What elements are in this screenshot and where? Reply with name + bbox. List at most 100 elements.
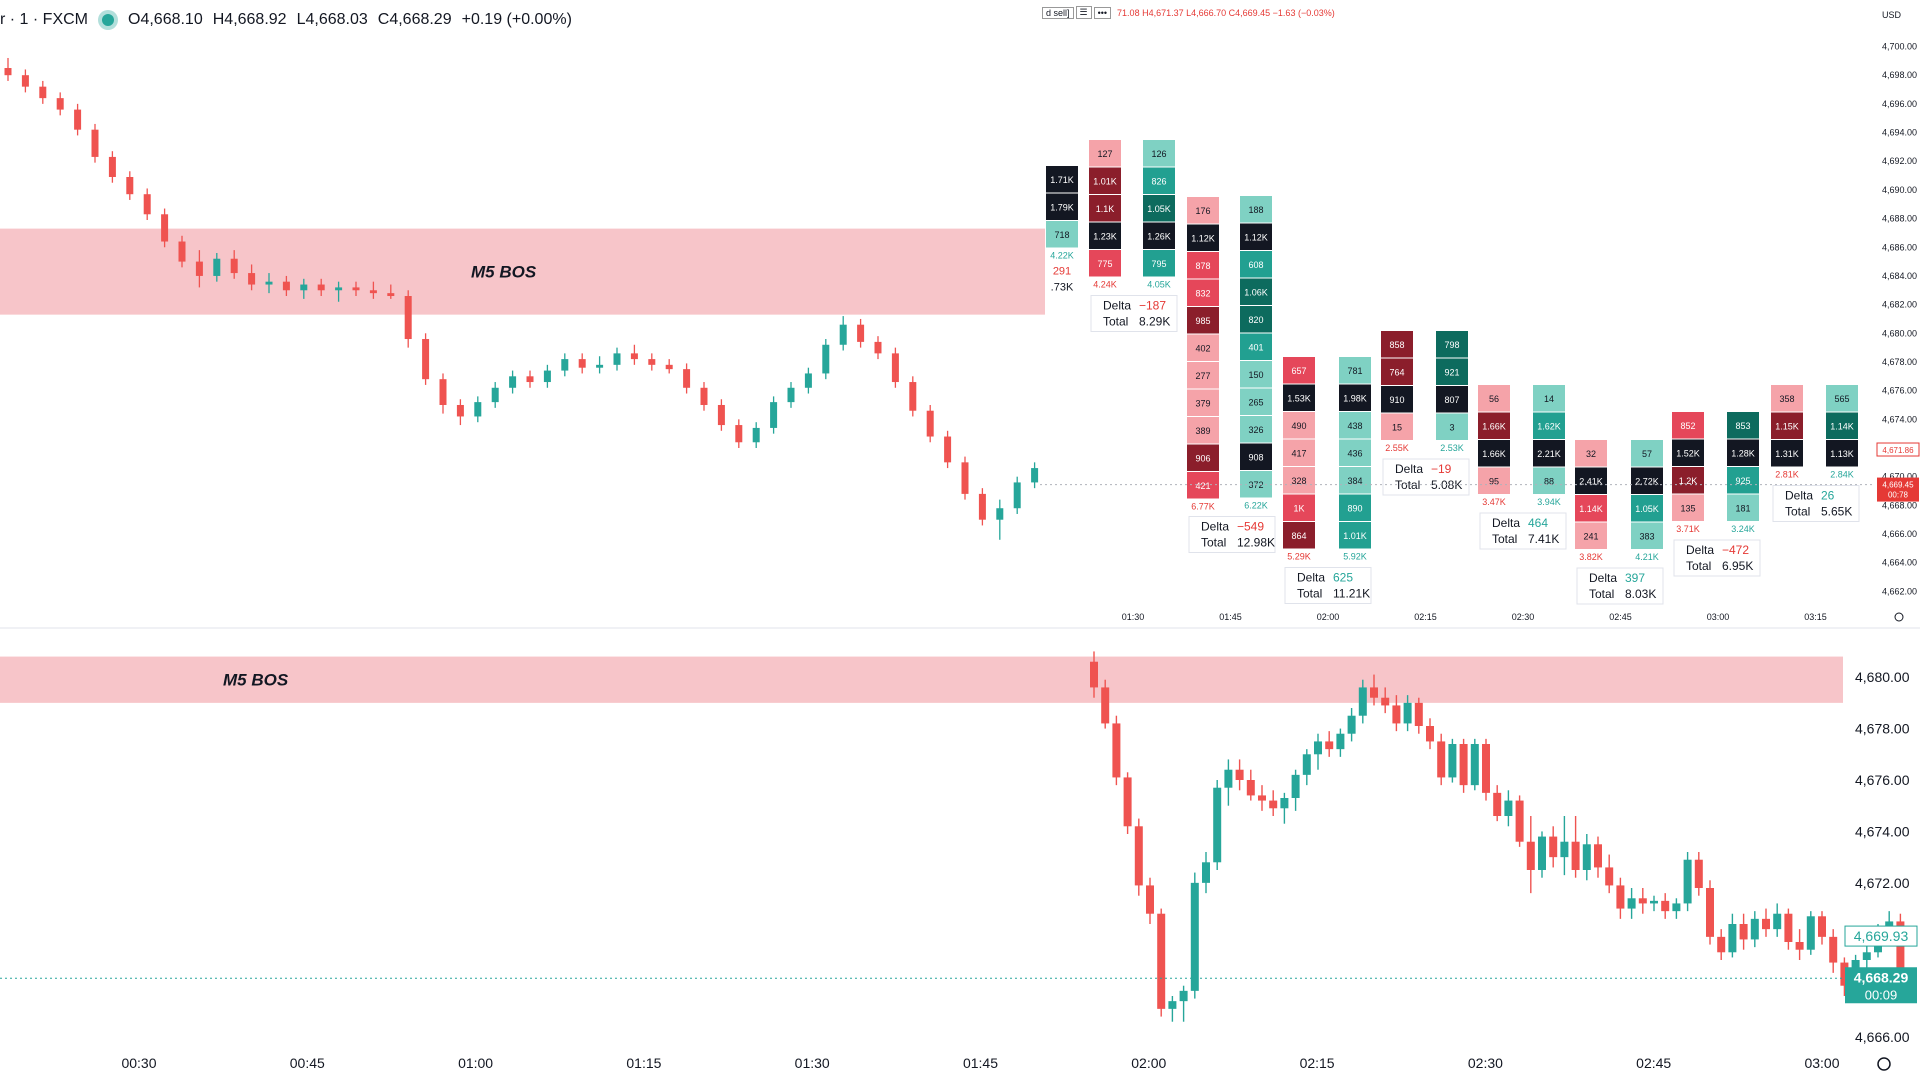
inset-candle-body (804, 373, 812, 388)
footprint-cell (1187, 472, 1219, 499)
currency-label[interactable]: USD (1882, 10, 1902, 20)
candle-body (1258, 795, 1266, 801)
candle-body (1392, 705, 1401, 724)
footprint-cell (1187, 279, 1219, 306)
inset-candle-body (178, 241, 186, 262)
inset-candle-body (422, 339, 430, 380)
inset-indicator-label[interactable]: d sell] (1042, 6, 1074, 19)
inset-y-tick-label: 4,692.00 (1882, 156, 1917, 166)
candle-body (1571, 841, 1580, 870)
delta-label: Delta (1297, 571, 1325, 585)
footprint-cell (1631, 522, 1663, 549)
footprint-cell-value: 1.05K (1635, 504, 1659, 514)
footprint-cell-value: 1.12K (1191, 233, 1215, 243)
footprint-cell-value: 389 (1195, 426, 1210, 436)
delta-box (1188, 516, 1276, 553)
footprint-cell-value: 490 (1291, 421, 1306, 431)
footprint-cell (1240, 251, 1272, 278)
ohlc-change: +0.19 (+0.00%) (461, 11, 572, 28)
candle-body (1280, 798, 1289, 809)
candle-body (1482, 744, 1490, 793)
footprint-cell (1436, 358, 1468, 385)
footprint-cell-value: 1.71K (1050, 175, 1074, 185)
footprint-cell-value: 1.98K (1343, 393, 1367, 403)
inset-candle-body (752, 427, 760, 443)
footprint-cell (1339, 494, 1371, 521)
inset-footprint-chart[interactable]: 4,700.00 4,698.00 4,696.00 4,694.00 4,692.00… (0, 42, 1920, 629)
footprint-cell-value: 188 (1248, 205, 1263, 215)
inset-y-tick-label: 4,686.00 (1882, 242, 1917, 252)
candle-body (1414, 702, 1423, 726)
footprint-column-total: 291 (1053, 266, 1071, 278)
footprint-cell (1089, 195, 1121, 222)
footprint-column-total: 5.29K (1287, 552, 1311, 562)
inset-candle-body (474, 402, 482, 417)
candle-body (1213, 787, 1222, 863)
inset-x-tick-label: 03:00 (1707, 612, 1730, 622)
x-tick-label: 01:00 (458, 1055, 493, 1071)
price-label: 4,669.93 (1854, 928, 1909, 944)
footprint-cell (1143, 250, 1175, 277)
inset-candle-body (91, 129, 99, 157)
candle-body (1829, 936, 1838, 963)
footprint-cell-value: 1.14K (1830, 421, 1854, 431)
symbol-label[interactable]: r · 1 · FXCM (0, 11, 88, 28)
footprint-column-total: .73K (1051, 282, 1074, 294)
inset-y-tick-label: 4,698.00 (1882, 70, 1917, 80)
chart-header: r · 1 · FXCM O4,668.10 H4,668.92 L4,668.… (0, 6, 582, 34)
settings-icon (1877, 1057, 1891, 1071)
inset-more-icon[interactable]: ••• (1093, 6, 1112, 19)
delta-box (1090, 295, 1178, 332)
candle-body (1246, 780, 1255, 796)
candle-body (1224, 769, 1233, 788)
y-tick-label: 4,666.00 (1855, 1029, 1910, 1045)
inset-candle-body (265, 281, 273, 285)
inset-candle-body (578, 359, 586, 368)
footprint-cell (1187, 444, 1219, 471)
footprint-cell (1283, 357, 1315, 384)
footprint-cell-value: 807 (1444, 395, 1459, 405)
candle-body (1750, 918, 1759, 940)
footprint-column-total: 4.22K (1050, 251, 1074, 261)
delta-label: Delta (1395, 462, 1423, 476)
footprint-cell (1672, 467, 1704, 494)
inset-y-tick-label: 4,700.00 (1882, 42, 1917, 52)
candle-body (1515, 800, 1524, 842)
candle-body (1168, 1001, 1177, 1009)
countdown-label: 00:09 (1865, 987, 1898, 1002)
inset-candle-body (1013, 482, 1021, 509)
x-tick-label: 02:00 (1131, 1055, 1166, 1071)
inset-candle-body (317, 284, 325, 291)
candle-body (1862, 952, 1871, 960)
candle-body (1840, 962, 1849, 986)
ohlc-low: L4,668.03 (296, 11, 368, 28)
inset-candle-body (126, 176, 134, 195)
inset-candle-body (456, 404, 464, 417)
footprint-cell (1478, 412, 1510, 439)
inset-y-tick-label: 4,682.00 (1882, 300, 1917, 310)
footprint-cell-value: 908 (1248, 452, 1263, 462)
footprint-cell-value: 1.13K (1830, 449, 1854, 459)
footprint-cell-value: 910 (1389, 395, 1404, 405)
footprint-column-total: 2.81K (1775, 470, 1799, 480)
delta-label: Delta (1492, 516, 1520, 530)
inset-candle-body (700, 387, 708, 405)
footprint-cell-value: 265 (1248, 397, 1263, 407)
inset-candle-body (282, 281, 290, 291)
candle-body (1403, 702, 1412, 724)
inset-candle-body (944, 436, 952, 463)
footprint-cell-value: 57 (1642, 449, 1652, 459)
inset-settings-icon[interactable]: ☰ (1075, 6, 1092, 19)
x-tick-label: 02:45 (1636, 1055, 1671, 1071)
footprint-cell (1046, 166, 1078, 193)
footprint-cell-value: 1.1K (1096, 204, 1115, 214)
footprint-cell-value: 1.06K (1244, 287, 1268, 297)
footprint-cell-value: 328 (1291, 476, 1306, 486)
footprint-cell (1575, 522, 1607, 549)
x-tick-label: 01:15 (626, 1055, 661, 1071)
candle-body (1336, 733, 1345, 750)
inset-settings-icon (1894, 612, 1904, 622)
main-chart[interactable]: M5 BOS 00:30 00:45 01:00 01:15 01:30 01:45 02:0… (0, 651, 1918, 1071)
ohlc-high: H4,668.92 (212, 11, 287, 28)
